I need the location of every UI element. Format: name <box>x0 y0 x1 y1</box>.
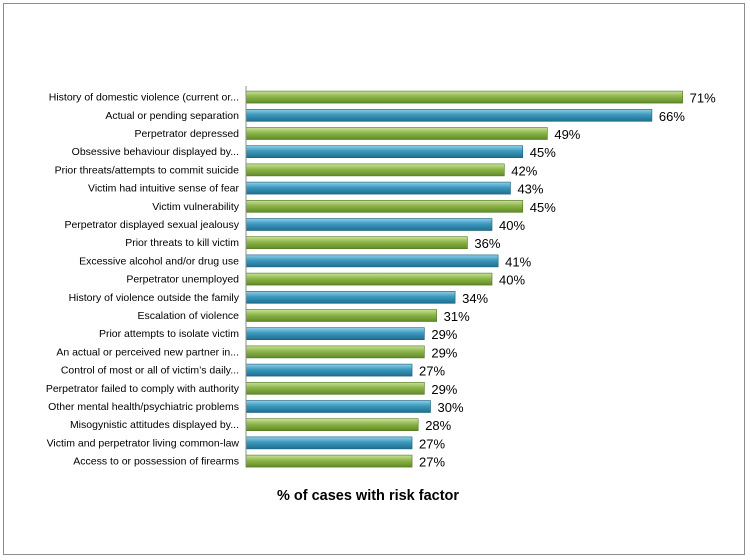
category-label: Prior attempts to isolate victim <box>99 328 239 340</box>
value-label: 45% <box>530 200 556 215</box>
bar <box>245 400 431 413</box>
bar <box>245 109 653 122</box>
value-label: 28% <box>425 418 451 433</box>
value-label: 40% <box>499 273 525 288</box>
value-label: 40% <box>499 218 525 233</box>
category-label: Prior threats to kill victim <box>125 237 239 249</box>
category-label: Victim vulnerability <box>152 201 240 213</box>
chart-frame: History of domestic violence (current or… <box>3 3 745 555</box>
value-label: 29% <box>431 327 457 342</box>
category-label: Obsessive behaviour displayed by... <box>72 146 239 158</box>
x-axis-title: % of cases with risk factor <box>277 488 459 504</box>
bar <box>245 327 425 341</box>
bar <box>245 309 437 322</box>
category-label: An actual or perceived new partner in... <box>56 346 239 358</box>
bar <box>245 436 413 450</box>
category-label: Misogynistic attitudes displayed by... <box>70 419 239 431</box>
value-label: 41% <box>505 254 531 269</box>
bar <box>245 254 499 268</box>
category-label: Perpetrator displayed sexual jealousy <box>64 219 239 231</box>
bar <box>245 418 419 432</box>
category-label: Access to or possession of firearms <box>73 456 239 468</box>
category-label: History of domestic violence (current or… <box>49 92 239 104</box>
bar <box>245 218 493 231</box>
bar <box>245 363 413 377</box>
value-label: 29% <box>431 345 457 360</box>
category-label: Escalation of violence <box>137 310 239 322</box>
category-label: Excessive alcohol and/or drug use <box>79 255 239 267</box>
value-label: 49% <box>554 127 580 142</box>
value-label: 27% <box>419 436 445 451</box>
bar <box>245 181 511 195</box>
bar <box>245 454 413 468</box>
bar <box>245 290 456 304</box>
value-label: 36% <box>474 236 500 251</box>
bar <box>245 90 683 104</box>
category-label: Control of most or all of victim’s daily… <box>61 365 239 377</box>
category-label: Victim had intuitive sense of fear <box>88 183 239 195</box>
value-label: 43% <box>517 182 543 197</box>
value-label: 27% <box>419 364 445 379</box>
bar <box>245 163 505 177</box>
category-label: History of violence outside the family <box>69 292 240 304</box>
bar <box>245 200 524 213</box>
value-label: 27% <box>419 455 445 470</box>
category-label: Victim and perpetrator living common-law <box>47 437 240 449</box>
category-label: Perpetrator depressed <box>135 128 240 140</box>
bar <box>245 145 524 158</box>
value-label: 34% <box>462 291 488 306</box>
category-label: Other mental health/psychiatric problems <box>48 401 239 413</box>
bar <box>245 272 493 286</box>
value-label: 71% <box>690 91 716 106</box>
value-label: 31% <box>444 309 470 324</box>
bar-chart: History of domestic violence (current or… <box>46 86 716 504</box>
category-label: Perpetrator unemployed <box>126 274 239 286</box>
category-label: Perpetrator failed to comply with author… <box>46 383 240 395</box>
bar <box>245 236 468 249</box>
bar <box>245 381 425 395</box>
bars-layer: History of domestic violence (current or… <box>46 91 716 470</box>
bar <box>245 345 425 359</box>
bar <box>245 127 548 140</box>
category-label: Actual or pending separation <box>105 110 239 122</box>
value-label: 30% <box>438 400 464 415</box>
value-label: 45% <box>530 145 556 160</box>
value-label: 29% <box>431 382 457 397</box>
value-label: 42% <box>511 163 537 178</box>
value-label: 66% <box>659 109 685 124</box>
category-label: Prior threats/attempts to commit suicide <box>55 164 240 176</box>
